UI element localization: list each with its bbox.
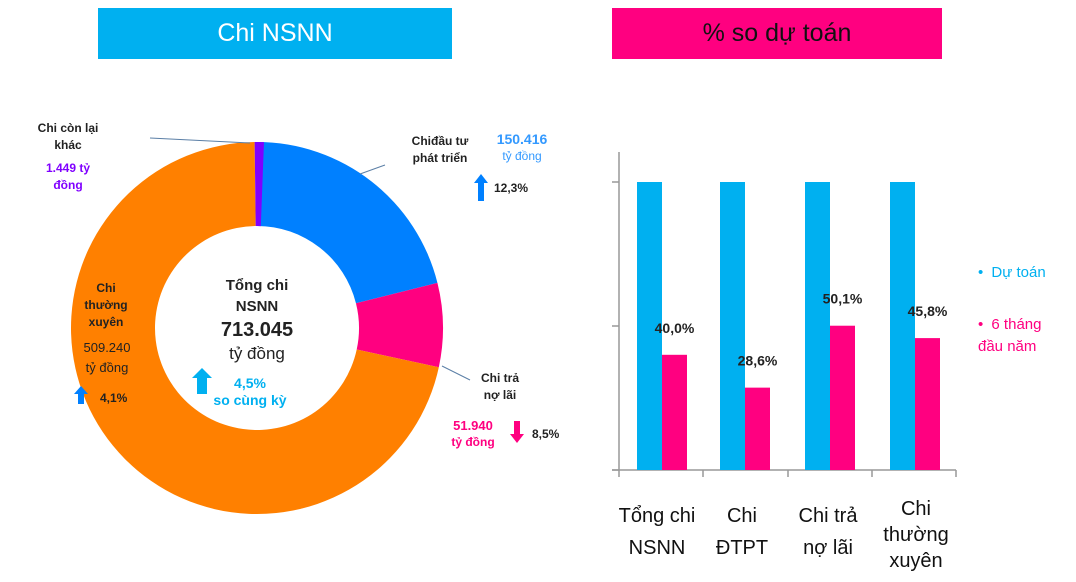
category-label-dtpt: Chi ĐTPT <box>692 500 792 564</box>
cat-line: ĐTPT <box>715 537 769 559</box>
cat-line: Chi <box>900 498 931 520</box>
change-dtpt: 12,3% <box>494 181 529 195</box>
value-dtpt-number: 150.416 <box>496 131 548 147</box>
legend-6-thang-line2: đầu năm <box>978 338 1037 355</box>
arrow-up-icon <box>74 386 88 394</box>
value-tra-no-number: 51.940 <box>453 418 493 433</box>
data-label-2: 50,1% <box>823 291 863 307</box>
value-dtpt-unit: tỷ đồng <box>502 149 542 163</box>
arrow-down-icon <box>510 434 524 443</box>
legend-6-thang-line1: 6 tháng <box>991 316 1042 333</box>
data-label-3: 45,8% <box>908 303 948 319</box>
legend-du-toan-label: Dự toán <box>991 264 1046 281</box>
label-dtpt: Chiđầu tư phát triển <box>398 133 482 167</box>
cat-line: Chi trả <box>798 505 858 527</box>
bar-6-thang-0 <box>662 354 687 470</box>
cat-line: Tổng chi <box>618 505 696 527</box>
legend-6-thang: • 6 tháng đầu năm <box>978 316 1042 355</box>
header-percent-du-toan: % so dự toán <box>612 8 942 59</box>
header-right-label: % so dự toán <box>702 19 852 47</box>
arrow-down-stem <box>514 421 520 435</box>
leader-line-dtpt <box>359 164 386 175</box>
category-label-tong-chi: Tổng chi NSNN <box>607 500 707 564</box>
bar-6-thang-2 <box>830 325 855 470</box>
leader-line-khac <box>149 137 251 144</box>
center-change-value: 4,5% <box>234 375 266 391</box>
bar-6-thang-3 <box>915 338 940 470</box>
bar-du-toan-0 <box>637 182 662 470</box>
change-tra-no-lai: 8,5% <box>532 427 560 441</box>
arrow-up-stem <box>478 182 484 201</box>
label-dtpt-line2: phát triển <box>412 151 468 165</box>
center-total: 713.045 <box>220 319 294 341</box>
cat-line: xuyên <box>889 550 943 572</box>
label-dtpt-line1: Chiđầu tư <box>411 134 469 148</box>
bar-du-toan-1 <box>720 182 745 470</box>
leader-line-tra-no <box>441 365 471 381</box>
center-change: 4,5% so cùng kỳ <box>205 375 295 409</box>
header-chi-nsnn: Chi NSNN <box>98 8 452 59</box>
value-dtpt: 150.416 tỷ đồng <box>484 131 560 165</box>
arrow-up-stem <box>197 377 207 394</box>
arrow-up-stem <box>78 393 84 404</box>
label-tx-line3: xuyên <box>88 315 124 329</box>
center-unit: tỷ đồng <box>229 344 285 363</box>
donut-slice-2 <box>71 142 439 515</box>
value-tx-unit: tỷ đồng <box>85 360 129 375</box>
value-tx-number: 509.240 <box>83 340 131 355</box>
donut-center: Tổng chi NSNN 713.045 tỷ đồng <box>187 275 327 364</box>
label-thuong-xuyen: Chi thường xuyên <box>76 280 136 331</box>
arrow-up-icon <box>474 174 488 183</box>
cat-line: Chi <box>726 505 757 527</box>
donut-slice-1 <box>355 282 443 368</box>
value-khac-unit: đồng <box>53 178 83 192</box>
change-thuong-xuyen: 4,1% <box>100 391 128 405</box>
center-change-note: so cùng kỳ <box>213 392 287 408</box>
value-tra-no-lai: 51.940 tỷ đồng <box>440 417 506 451</box>
cat-line: nợ lãi <box>803 537 853 559</box>
label-tra-no-lai: Chi trả nợ lãi <box>470 370 530 404</box>
data-label-0: 40,0% <box>655 320 695 336</box>
value-tra-no-unit: tỷ đồng <box>451 435 495 449</box>
header-left-label: Chi NSNN <box>217 19 333 47</box>
value-con-lai-khac: 1.449 tỷ đồng <box>28 160 108 194</box>
value-khac-number: 1.449 tỷ <box>45 161 91 175</box>
bar-du-toan-3 <box>890 182 915 470</box>
label-tx-line1: Chi <box>96 281 116 295</box>
label-khac-line2: khác <box>54 138 82 152</box>
label-tra-no-line2: nợ lãi <box>483 388 517 402</box>
donut-slice-0 <box>257 142 438 304</box>
cat-line: thường <box>883 524 949 546</box>
legend-du-toan: • Dự toán <box>978 264 1046 281</box>
bar-du-toan-2 <box>805 182 830 470</box>
center-title-2: NSNN <box>235 298 279 315</box>
bar-6-thang-1 <box>745 387 770 470</box>
category-label-tra-no: Chi trả nợ lãi <box>778 500 878 564</box>
label-con-lai-khac: Chi còn lại khác <box>28 120 108 154</box>
label-tx-line2: thường <box>84 298 128 312</box>
label-khac-line1: Chi còn lại <box>37 121 99 135</box>
cat-line: NSNN <box>628 537 686 559</box>
category-label-thuong-xuyen: Chi thường xuyên <box>866 496 966 574</box>
value-thuong-xuyen: 509.240 tỷ đồng <box>72 338 142 378</box>
arrow-up-icon <box>192 368 212 378</box>
data-label-1: 28,6% <box>738 353 778 369</box>
label-tra-no-line1: Chi trả <box>480 371 519 385</box>
center-title-1: Tổng chi <box>225 277 289 294</box>
donut-slice-3 <box>254 142 264 227</box>
